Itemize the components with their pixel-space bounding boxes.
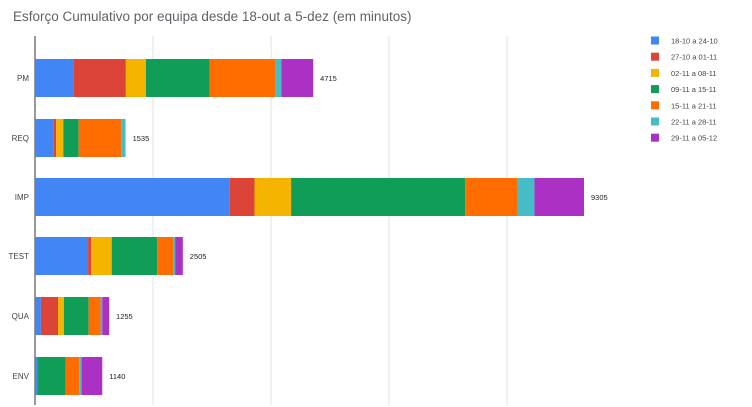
legend-swatch: [651, 52, 659, 61]
bar-segment-env-6: [81, 357, 103, 395]
legend-entry: 02-11 a 08-11: [671, 69, 717, 78]
bar-segment-env-4: [65, 357, 80, 395]
bar-segment-qua-0: [35, 297, 41, 335]
chart-title: Esforço Cumulativo por equipa desde 18-o…: [13, 9, 412, 24]
category-labels: PM REQ IMP TEST QUA ENV: [9, 74, 30, 381]
bar-segment-imp-5: [517, 178, 535, 216]
total-label: 1535: [133, 134, 150, 143]
legend-entry: 09-11 a 15-11: [671, 85, 717, 94]
legend: 18-10 a 24-10 27-10 a 01-11 02-11 a 08-11 0…: [651, 36, 718, 143]
bar-segment-qua-4: [88, 297, 101, 335]
bar-segment-pm-4: [209, 59, 276, 97]
bar-segment-test-0: [35, 237, 89, 275]
bar-segment-req-3: [63, 119, 79, 157]
bar-segment-test-6: [175, 237, 183, 275]
bars: [35, 59, 584, 395]
legend-swatch: [651, 133, 659, 142]
bar-segment-imp-1: [229, 178, 255, 216]
legend-swatch: [651, 36, 659, 45]
bar-segment-qua-3: [63, 297, 89, 335]
total-label: 4715: [320, 74, 337, 83]
bar-segment-test-3: [111, 237, 158, 275]
total-label: 1140: [109, 372, 125, 381]
total-labels: 4715 1535 9305 2505 1255 1140: [109, 74, 607, 381]
bar-segment-qua-2: [58, 297, 64, 335]
bar-segment-req-2: [56, 119, 64, 157]
bar-segment-test-4: [157, 237, 174, 275]
bar-segment-imp-4: [465, 178, 518, 216]
bar-segment-req-1: [53, 119, 57, 157]
bar-segment-pm-2: [125, 59, 146, 97]
bar-segment-req-0: [35, 119, 54, 157]
legend-swatch: [651, 68, 659, 77]
total-label: 1255: [116, 312, 133, 321]
category-label: ENV: [13, 372, 30, 381]
gridlines: [34, 36, 508, 405]
bar-segment-env-0: [35, 357, 38, 395]
bar-segment-qua-1: [40, 297, 59, 335]
legend-swatch: [651, 101, 659, 110]
bar-segment-imp-6: [534, 178, 584, 216]
bar-segment-pm-5: [275, 59, 282, 97]
bar-segment-imp-0: [35, 178, 230, 216]
total-label: 2505: [190, 252, 207, 261]
bar-segment-test-1: [88, 237, 92, 275]
bar-segment-qua-5: [100, 297, 103, 335]
legend-entry: 18-10 a 24-10: [671, 37, 718, 46]
legend-entry: 22-11 a 28-11: [671, 118, 717, 127]
legend-swatch: [651, 117, 659, 126]
bar-segment-imp-2: [254, 178, 292, 216]
bar-segment-pm-3: [145, 59, 210, 97]
bar-segment-pm-1: [73, 59, 126, 97]
category-label: REQ: [12, 134, 29, 143]
legend-entry: 27-10 a 01-11: [671, 53, 717, 62]
bar-segment-pm-6: [281, 59, 314, 97]
bar-segment-req-5: [121, 119, 126, 157]
legend-entry: 29-11 a 05-12: [671, 134, 717, 143]
bar-segment-test-5: [173, 237, 176, 275]
category-label: TEST: [9, 252, 30, 261]
bar-segment-env-5: [79, 357, 82, 395]
category-label: PM: [17, 74, 29, 83]
bar-segment-imp-3: [291, 178, 466, 216]
bar-segment-pm-0: [35, 59, 74, 97]
total-label: 9305: [591, 193, 608, 202]
legend-swatch: [651, 85, 659, 94]
category-label: IMP: [15, 193, 29, 202]
bar-segment-req-4: [78, 119, 122, 157]
category-label: QUA: [12, 312, 30, 321]
bar-segment-qua-6: [102, 297, 110, 335]
bar-segment-test-2: [91, 237, 112, 275]
legend-entry: 15-11 a 21-11: [671, 101, 717, 110]
bar-segment-env-3: [37, 357, 66, 395]
